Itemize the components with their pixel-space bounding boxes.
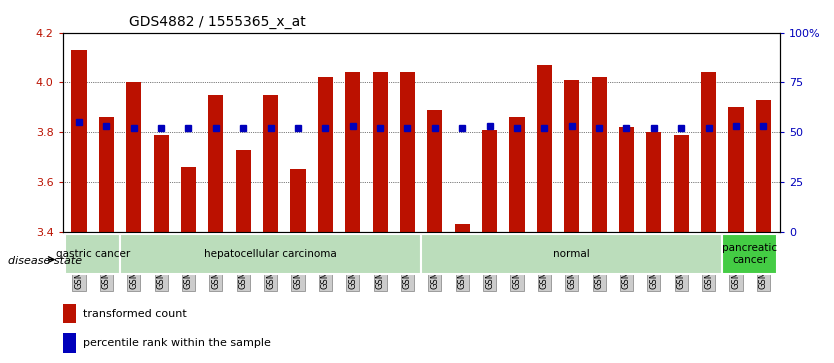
Bar — [537, 65, 552, 232]
Bar — [646, 132, 661, 232]
Bar — [126, 82, 141, 232]
Bar — [345, 73, 360, 232]
Bar — [565, 80, 580, 232]
Text: pancreatic
cancer: pancreatic cancer — [722, 243, 777, 265]
Bar — [290, 170, 305, 232]
Text: transformed count: transformed count — [83, 309, 186, 319]
Bar — [72, 50, 87, 232]
Bar — [208, 95, 224, 232]
Bar — [722, 234, 777, 274]
Bar — [701, 73, 716, 232]
Bar — [619, 127, 634, 232]
Text: normal: normal — [554, 249, 590, 259]
Bar — [510, 117, 525, 232]
Bar — [120, 234, 421, 274]
Bar — [421, 234, 722, 274]
Bar — [455, 224, 470, 232]
Text: gastric cancer: gastric cancer — [56, 249, 130, 259]
Bar — [728, 107, 744, 232]
Bar — [373, 73, 388, 232]
Bar — [98, 117, 114, 232]
Text: hepatocellular carcinoma: hepatocellular carcinoma — [204, 249, 337, 259]
Text: disease state: disease state — [8, 256, 83, 266]
Bar — [236, 150, 251, 232]
Bar — [63, 304, 76, 323]
Bar — [591, 77, 606, 232]
Bar — [427, 110, 442, 232]
Bar — [153, 135, 168, 232]
Bar — [263, 95, 278, 232]
Bar — [674, 135, 689, 232]
Bar — [400, 73, 415, 232]
Bar — [756, 100, 771, 232]
Text: GDS4882 / 1555365_x_at: GDS4882 / 1555365_x_at — [129, 15, 306, 29]
Bar — [482, 130, 497, 232]
Bar — [181, 167, 196, 232]
Bar — [318, 77, 333, 232]
Bar — [65, 234, 120, 274]
Text: percentile rank within the sample: percentile rank within the sample — [83, 338, 270, 348]
Bar — [63, 333, 76, 353]
